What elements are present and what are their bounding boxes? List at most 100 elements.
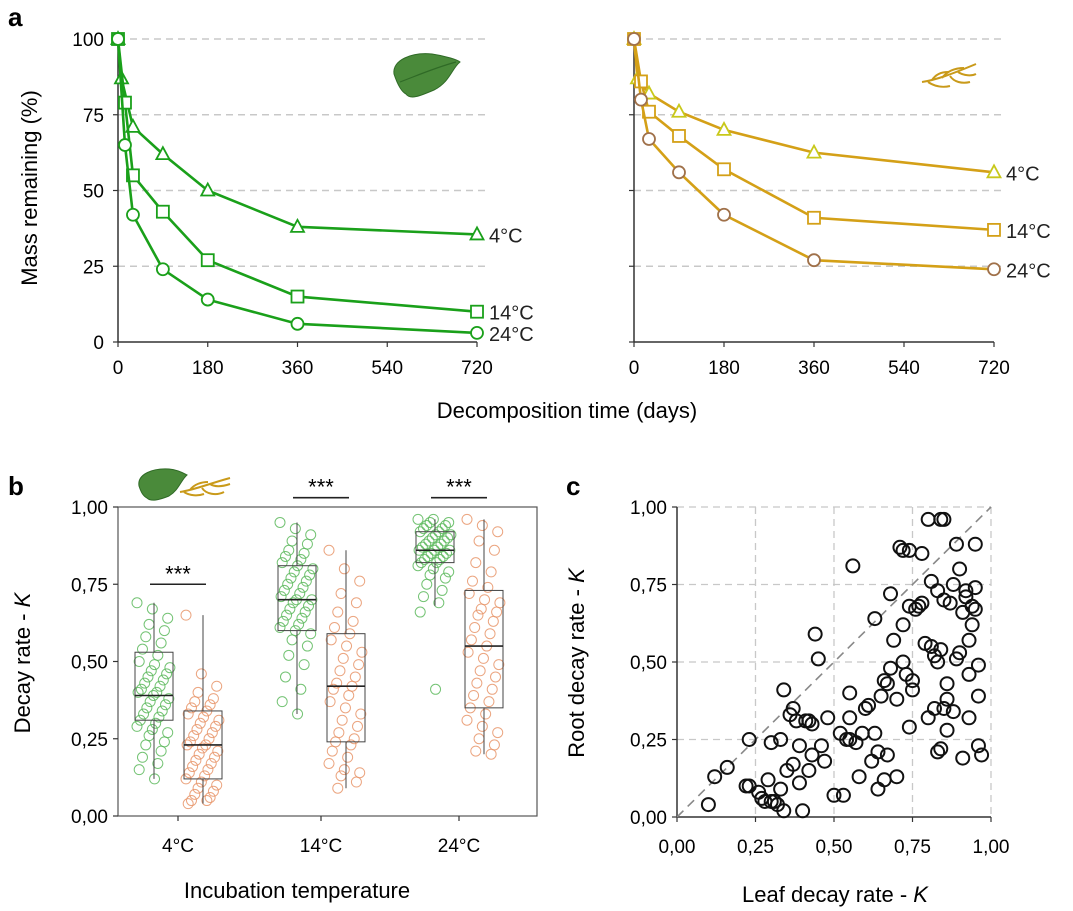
data-point xyxy=(468,225,486,241)
data-point xyxy=(807,626,823,642)
data-point xyxy=(482,581,494,593)
data-point xyxy=(199,181,216,197)
x-tick-label: 4°C xyxy=(162,836,194,857)
data-point xyxy=(430,683,442,695)
data-point xyxy=(336,714,348,726)
data-point xyxy=(332,782,344,794)
data-point xyxy=(352,720,364,732)
data-point xyxy=(283,649,295,661)
data-point xyxy=(804,747,820,763)
data-point xyxy=(463,588,475,600)
data-point xyxy=(286,634,298,646)
data-point xyxy=(354,575,366,587)
data-point xyxy=(421,520,433,532)
data-point xyxy=(987,262,1001,277)
data-point xyxy=(476,720,488,732)
data-point xyxy=(154,680,166,692)
data-point xyxy=(326,745,338,757)
data-point xyxy=(276,696,288,708)
data-point xyxy=(967,580,983,596)
data-point xyxy=(471,677,483,689)
panel-a-xlabel: Decomposition time (days) xyxy=(437,398,697,423)
data-point xyxy=(842,710,858,726)
root-icon xyxy=(179,477,231,497)
data-point xyxy=(274,622,286,634)
data-point xyxy=(945,577,961,592)
data-point xyxy=(961,666,977,682)
data-point xyxy=(923,639,939,654)
data-point xyxy=(143,618,155,630)
data-point xyxy=(155,745,167,757)
y-tick-label: 0,00 xyxy=(71,807,108,828)
data-point xyxy=(895,617,911,633)
data-point xyxy=(274,516,286,528)
data-point xyxy=(857,701,873,716)
data-point xyxy=(939,676,955,692)
series-line xyxy=(632,38,995,232)
data-point xyxy=(861,697,877,713)
data-point xyxy=(162,612,174,624)
data-point xyxy=(801,763,817,778)
data-point xyxy=(350,776,362,788)
data-point xyxy=(461,513,473,525)
x-tick-label: 360 xyxy=(798,358,830,379)
data-point xyxy=(914,595,930,611)
data-point xyxy=(289,523,301,535)
data-point xyxy=(290,316,305,331)
series-label: 14°C xyxy=(1006,221,1051,243)
data-point xyxy=(180,609,192,621)
data-point xyxy=(854,725,870,741)
data-point xyxy=(422,550,434,562)
data-point xyxy=(642,132,656,146)
data-point xyxy=(425,547,437,559)
data-point xyxy=(435,538,447,550)
data-point xyxy=(163,693,175,705)
data-point xyxy=(276,557,288,569)
data-point xyxy=(901,719,917,735)
data-point xyxy=(279,550,291,562)
data-point xyxy=(305,628,317,640)
data-point xyxy=(295,683,307,695)
data-point xyxy=(889,769,905,785)
data-point xyxy=(864,753,880,769)
data-point xyxy=(279,671,291,683)
data-point xyxy=(479,594,491,606)
data-point xyxy=(930,583,946,599)
data-point xyxy=(133,656,145,667)
data-point xyxy=(801,713,817,729)
data-point xyxy=(911,598,927,614)
data-point xyxy=(205,757,217,769)
data-point xyxy=(936,511,952,527)
data-point xyxy=(212,745,224,757)
series-label: 14°C xyxy=(489,303,534,325)
data-point xyxy=(437,550,449,562)
data-point xyxy=(182,708,194,720)
data-point xyxy=(296,612,308,624)
y-tick-label: 0,50 xyxy=(71,653,108,674)
data-point xyxy=(203,733,215,745)
y-tick-label: 0,75 xyxy=(71,575,108,596)
data-point xyxy=(136,643,148,655)
data-point xyxy=(204,791,216,803)
data-point xyxy=(870,781,886,797)
data-point xyxy=(325,634,337,646)
data-point xyxy=(804,716,820,732)
data-point xyxy=(150,717,162,729)
data-point xyxy=(184,736,196,748)
data-point xyxy=(933,741,949,757)
data-point xyxy=(477,652,489,664)
data-point xyxy=(970,738,986,754)
data-point xyxy=(470,326,484,340)
data-point xyxy=(476,520,488,532)
x-tick-label: 720 xyxy=(978,358,1010,379)
data-point xyxy=(189,696,201,708)
data-point xyxy=(895,542,911,558)
data-point xyxy=(281,609,293,621)
data-point xyxy=(285,572,297,584)
data-point xyxy=(936,701,952,716)
data-point xyxy=(307,563,319,575)
data-point xyxy=(461,714,473,726)
data-point xyxy=(282,578,294,590)
data-point xyxy=(140,739,152,751)
data-point xyxy=(145,665,157,677)
